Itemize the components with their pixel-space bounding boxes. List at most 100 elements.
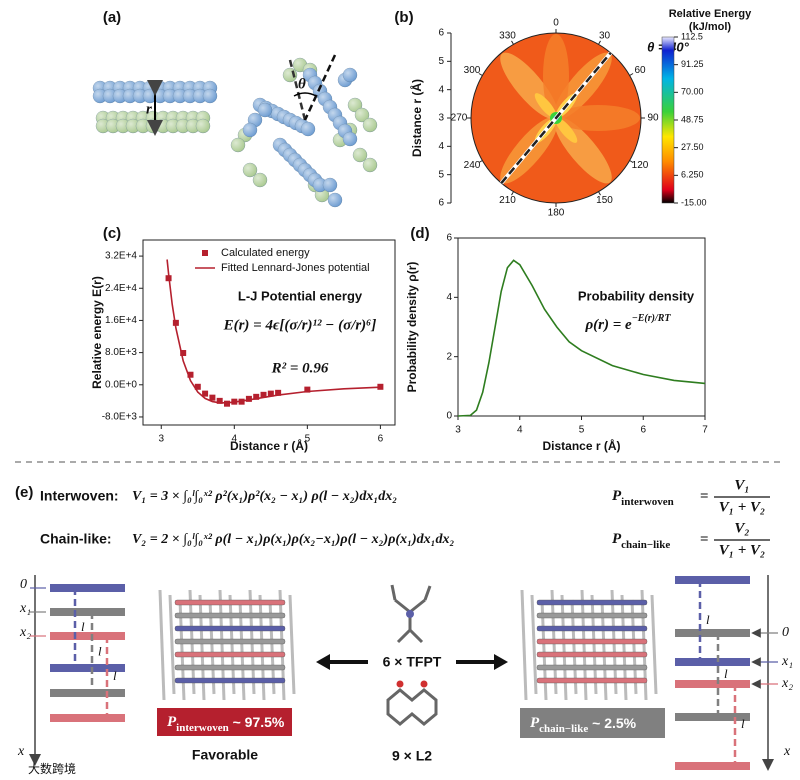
atom-shine	[231, 138, 245, 152]
angle-tick-label: 270	[451, 113, 468, 124]
framework	[580, 589, 588, 701]
subscript: interwoven	[621, 496, 674, 508]
position-label: 0	[782, 625, 789, 640]
framework	[228, 594, 236, 695]
layer	[675, 576, 750, 584]
equals: =	[700, 488, 709, 504]
data-point	[245, 395, 252, 402]
panel-label: (a)	[103, 9, 121, 26]
x-tick-label: 3	[158, 434, 164, 445]
angle-tick-label: 300	[464, 65, 481, 76]
radial-tick-label: 3	[438, 113, 444, 124]
position-label: x₂	[781, 676, 793, 691]
data-point	[202, 390, 209, 397]
y-tick-label: 1.6E+4	[105, 315, 137, 326]
result-note: Favorable	[192, 747, 258, 763]
data-point	[275, 389, 282, 396]
axis-dash	[303, 54, 337, 121]
equation: V₁ = 3 × ∫₀ˡ∫₀ˣ² ρ²(x₁)ρ²(x₂ − x₁) ρ(l −…	[132, 489, 397, 504]
angle-tick	[598, 191, 601, 196]
radial-tick-label: 4	[438, 141, 444, 152]
colorbar-tick-label: 112.5	[681, 31, 703, 41]
stack-layer	[174, 638, 286, 645]
panel-label: (c)	[103, 225, 121, 242]
atom-shine	[363, 118, 377, 132]
legend-label: Fitted Lennard-Jones potential	[221, 262, 370, 274]
atom-shine	[116, 119, 130, 133]
radial-tick-label: 5	[438, 169, 444, 180]
layer	[50, 632, 125, 640]
row-label: Chain-like:	[40, 531, 112, 547]
atom-shine	[136, 119, 150, 133]
result-box	[520, 708, 665, 738]
stack-layer	[536, 664, 648, 671]
angle-tick-label: 30	[599, 30, 611, 41]
layer	[50, 664, 125, 672]
y-tick-label: 2	[446, 351, 452, 362]
probability: Pinterwoven ~ 97.5%	[167, 714, 285, 734]
position-label: 0	[20, 577, 27, 592]
molecule	[386, 688, 438, 726]
x-tick-label: 7	[702, 425, 708, 436]
numerator: V₂	[734, 520, 749, 536]
spacing-label: l	[98, 643, 102, 658]
symbol: P	[612, 488, 622, 504]
atom-shine	[196, 119, 210, 133]
position-label: x₂	[19, 625, 31, 640]
radial-tick-label: 6	[438, 28, 444, 39]
data-point	[224, 400, 230, 407]
atom-shine	[243, 123, 257, 137]
panel-label: (e)	[15, 484, 33, 501]
atom-shine	[203, 89, 217, 103]
spacing-label: l	[741, 716, 745, 731]
atom-shine	[313, 178, 327, 192]
stack-layer	[174, 664, 286, 671]
molecule-atom	[406, 610, 414, 618]
theta-line	[500, 52, 612, 184]
atom-shine	[328, 193, 342, 207]
radial-axis-label: Distance r (Å)	[409, 79, 424, 157]
colorbar-title: (kJ/mol)	[689, 21, 732, 33]
polar-lobe	[556, 105, 640, 131]
result-text: ~ 97.5%	[229, 714, 285, 730]
angle-tick	[629, 160, 634, 163]
colorbar-tick-label: 48.75	[681, 114, 704, 124]
panel-label: (b)	[394, 9, 413, 26]
atom-shine	[163, 89, 177, 103]
atom-shine	[96, 119, 110, 133]
data-point	[180, 350, 187, 357]
colorbar-title: Relative Energy	[669, 8, 752, 20]
reaction-arrow	[316, 654, 368, 670]
angle-tick-label: 180	[548, 208, 565, 219]
annotation: ρ(r) = e−E(r)/RT	[584, 313, 671, 333]
angle-tick	[511, 191, 514, 196]
framework	[288, 594, 296, 695]
data-point	[253, 393, 260, 400]
annotation: Probability density	[578, 288, 695, 303]
layer	[50, 689, 125, 697]
result-box	[157, 708, 292, 736]
framework	[640, 589, 648, 701]
radial-tick-label: 4	[438, 84, 444, 95]
legend-swatch	[202, 250, 208, 256]
atom-shine	[301, 122, 315, 136]
position-label: x₁	[19, 601, 31, 616]
atom-shine	[166, 119, 180, 133]
polar-lobe	[543, 34, 569, 118]
framework	[620, 594, 628, 701]
equals: =	[700, 531, 709, 547]
y-tick-label: 0	[446, 411, 452, 422]
spacing-label: l	[706, 612, 710, 627]
atom-shine	[193, 89, 207, 103]
angle-tick	[478, 73, 483, 76]
symbol: P	[530, 715, 540, 731]
spacing-label: l	[724, 666, 728, 681]
stack-layer	[174, 651, 286, 658]
axis-label: x	[783, 744, 791, 759]
symbol: P	[167, 714, 177, 730]
stack-layer	[536, 625, 648, 632]
data-line	[166, 259, 381, 404]
x-tick-label: 6	[378, 434, 384, 445]
component-label: 6 × TFPT	[383, 654, 442, 670]
